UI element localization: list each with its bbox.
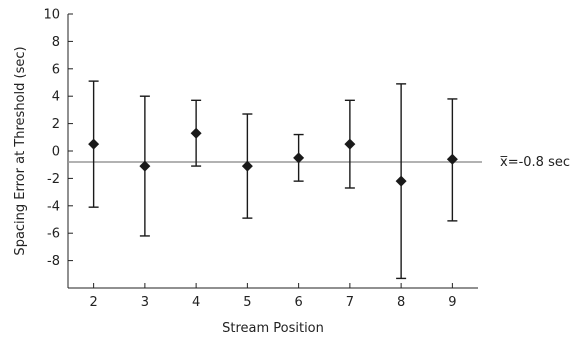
data-point-diamond	[88, 138, 100, 150]
mean-label: x̅=-0.8 sec	[500, 155, 570, 170]
y-axis: 10 8 6 4 2 0 -2 -4 -6 -8	[43, 8, 73, 288]
y-axis-label: Spacing Error at Threshold (sec)	[13, 46, 28, 255]
x-tick-label: 6	[294, 295, 302, 310]
data-point-diamond	[139, 160, 151, 172]
y-tick-label: -6	[47, 227, 60, 242]
x-tick-label: 3	[141, 295, 149, 310]
x-axis: 2 3 4 5 6 7 8 9	[68, 283, 478, 310]
data-points	[88, 80, 458, 280]
y-tick-label: 8	[52, 35, 60, 50]
y-tick-label: -8	[47, 254, 60, 269]
y-tick-label: 4	[52, 90, 60, 105]
data-point-diamond	[293, 152, 305, 164]
x-tick-label: 2	[89, 295, 97, 310]
y-tick-label: 0	[52, 145, 60, 160]
x-tick-label: 5	[243, 295, 251, 310]
y-tick-label: -4	[47, 199, 60, 214]
x-tick-label: 8	[397, 295, 405, 310]
x-axis-label: Stream Position	[222, 321, 324, 336]
data-point-diamond	[446, 153, 458, 165]
data-point-diamond	[395, 175, 407, 187]
y-tick-label: 6	[52, 62, 60, 77]
data-point-diamond	[190, 127, 202, 139]
x-tick-label: 9	[448, 295, 456, 310]
data-point-diamond	[344, 138, 356, 150]
data-point-diamond	[241, 160, 253, 172]
y-tick-label: -2	[47, 172, 60, 187]
x-tick-label: 4	[192, 295, 200, 310]
y-tick-label: 10	[43, 8, 60, 23]
x-tick-label: 7	[346, 295, 354, 310]
y-tick-label: 2	[52, 117, 60, 132]
